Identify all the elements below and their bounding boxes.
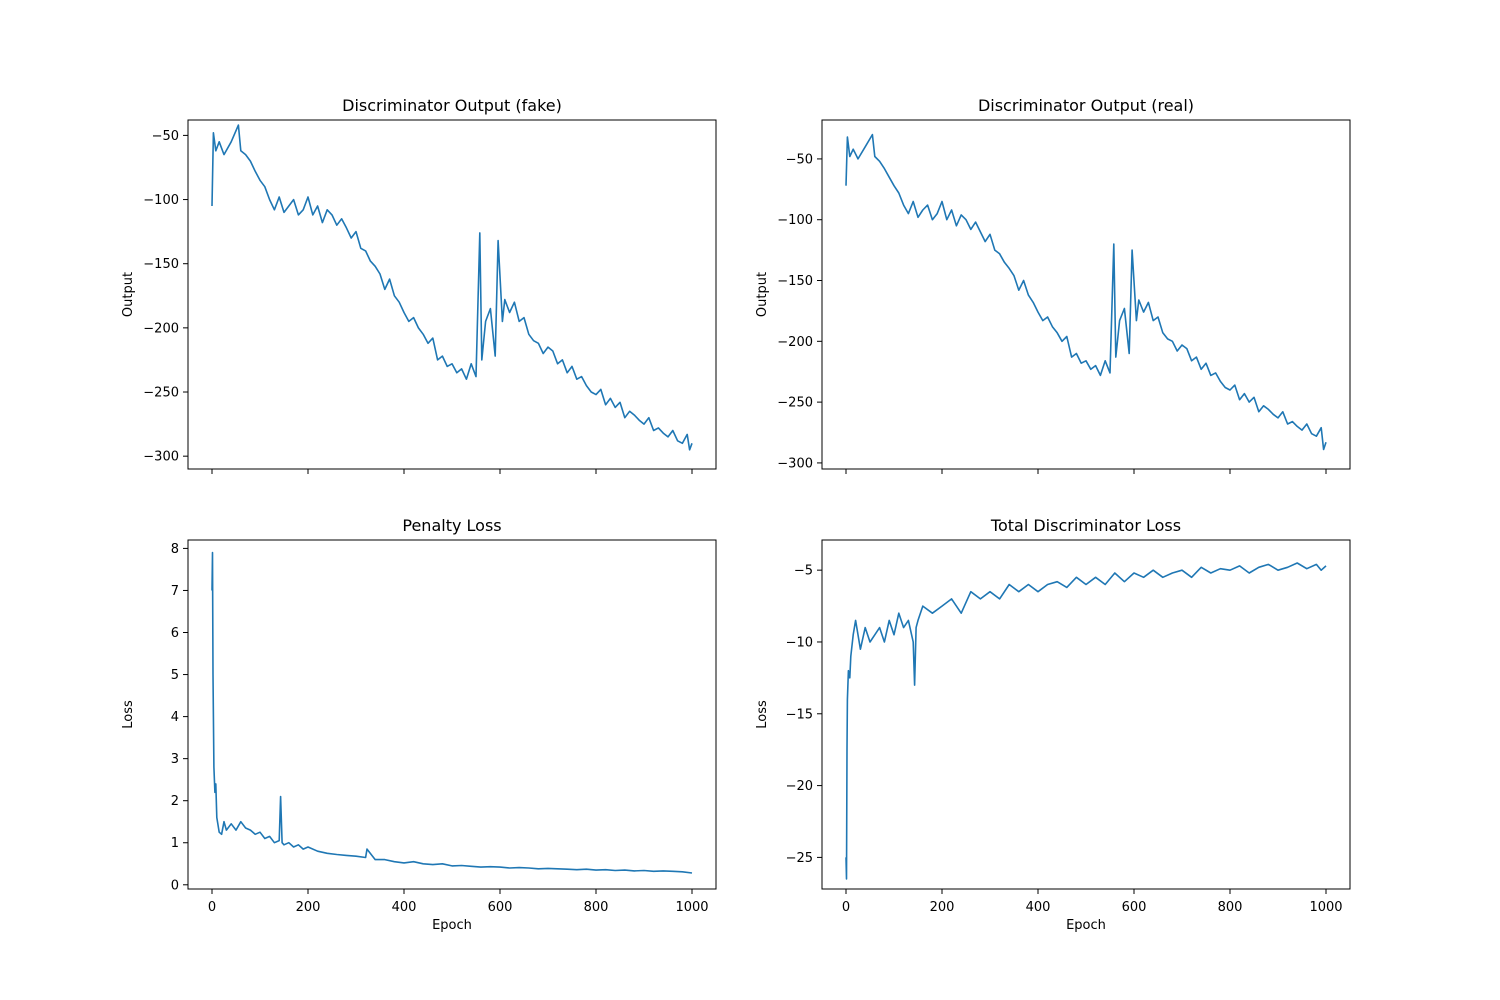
fake-output-series-line xyxy=(211,124,693,451)
fake-output-y-tick-label: −300 xyxy=(143,450,179,465)
penalty-loss-y-tick-label: 5 xyxy=(171,668,179,683)
panel-penalty-loss: 0 200 400 600 800 1000 0 1 2 3 4 5 6 7 8 Penalty Loss Lo… xyxy=(121,516,717,933)
total-loss-y-tick-label: −5 xyxy=(794,564,813,579)
real-output-y-tick-label: −200 xyxy=(777,335,813,350)
penalty-loss-x-axis-label: Epoch xyxy=(432,918,472,933)
panel-real-output: −300 −250 −200 −150 −100 −50 Discriminator Out… xyxy=(755,96,1351,474)
real-output-y-tick-label: −100 xyxy=(777,213,813,228)
total-loss-y-tick-label: −20 xyxy=(786,779,813,794)
total-loss-y-tick-label: −10 xyxy=(786,635,813,650)
panel-fake-output: −300 −250 −200 −150 −100 −50 Discriminator Out… xyxy=(121,96,717,474)
penalty-loss-y-tick-label: 6 xyxy=(171,626,179,641)
penalty-loss-x-tick-label: 400 xyxy=(392,900,417,915)
penalty-loss-x-tick-label: 1000 xyxy=(675,900,708,915)
fake-output-title: Discriminator Output (fake) xyxy=(342,96,562,115)
real-output-y-axis-label: Output xyxy=(755,272,770,317)
fake-output-axes-frame xyxy=(187,119,717,470)
fake-output-y-tick-label: −250 xyxy=(143,386,179,401)
penalty-loss-y-tick-label: 1 xyxy=(171,836,179,851)
penalty-loss-series-line xyxy=(211,551,693,874)
total-loss-x-tick-label: 800 xyxy=(1218,900,1243,915)
penalty-loss-y-tick-label: 2 xyxy=(171,794,179,809)
total-loss-y-axis-label: Loss xyxy=(755,700,770,729)
penalty-loss-axes-frame xyxy=(187,539,717,890)
fake-output-y-tick-label: −150 xyxy=(143,257,179,272)
penalty-loss-title: Penalty Loss xyxy=(402,516,501,535)
real-output-series-line xyxy=(845,133,1327,451)
penalty-loss-y-tick-label: 7 xyxy=(171,584,179,599)
total-loss-series-line xyxy=(845,562,1327,880)
total-loss-title: Total Discriminator Loss xyxy=(990,516,1181,535)
real-output-y-tick-label: −150 xyxy=(777,274,813,289)
total-loss-x-tick-label: 600 xyxy=(1122,900,1147,915)
penalty-loss-y-axis-label: Loss xyxy=(121,700,136,729)
fake-output-y-tick-label: −200 xyxy=(143,321,179,336)
total-loss-x-tick-label: 400 xyxy=(1026,900,1051,915)
total-loss-axes-frame xyxy=(821,539,1351,890)
penalty-loss-y-tick-label: 0 xyxy=(171,878,179,893)
total-loss-x-tick-label: 1000 xyxy=(1309,900,1342,915)
real-output-axes-frame xyxy=(821,119,1351,470)
real-output-y-tick-label: −300 xyxy=(777,456,813,471)
penalty-loss-y-tick-label: 4 xyxy=(171,710,179,725)
total-loss-x-tick-label: 0 xyxy=(842,900,850,915)
penalty-loss-y-tick-label: 8 xyxy=(171,542,179,557)
real-output-y-tick-label: −250 xyxy=(777,396,813,411)
total-loss-x-axis-label: Epoch xyxy=(1066,918,1106,933)
panel-total-loss: 0 200 400 600 800 1000 −25 −20 −15 −10 −5 Total Dis… xyxy=(755,516,1351,933)
total-loss-x-tick-label: 200 xyxy=(930,900,955,915)
penalty-loss-x-tick-label: 200 xyxy=(296,900,321,915)
penalty-loss-x-tick-label: 0 xyxy=(208,900,216,915)
real-output-y-tick-label: −50 xyxy=(786,152,813,167)
penalty-loss-y-tick-label: 3 xyxy=(171,752,179,767)
fake-output-y-axis-label: Output xyxy=(121,272,136,317)
total-loss-y-tick-label: −15 xyxy=(786,707,813,722)
fake-output-y-tick-label: −100 xyxy=(143,193,179,208)
penalty-loss-x-tick-label: 800 xyxy=(584,900,609,915)
fake-output-y-tick-label: −50 xyxy=(152,129,179,144)
total-loss-y-tick-label: −25 xyxy=(786,851,813,866)
real-output-title: Discriminator Output (real) xyxy=(978,96,1194,115)
penalty-loss-x-tick-label: 600 xyxy=(488,900,513,915)
